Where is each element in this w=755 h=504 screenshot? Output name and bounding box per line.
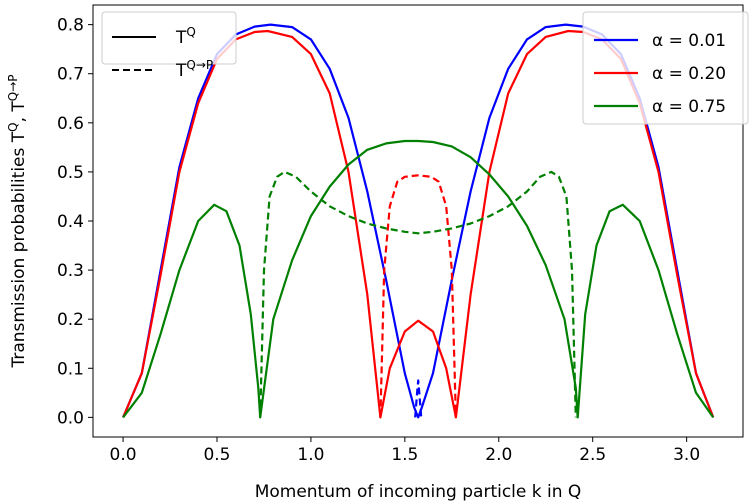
legend-label-2: α = 0.75 (652, 97, 726, 117)
legend-label-1: α = 0.20 (652, 64, 726, 84)
series-line-3 (379, 174, 457, 418)
legend-label-tq: TQ (175, 25, 196, 48)
y-tick-label: 0.7 (57, 65, 84, 85)
y-tick-label: 0.4 (57, 212, 84, 232)
x-tick-label: 2.5 (579, 445, 606, 465)
y-tick-label: 0.0 (57, 408, 84, 428)
y-tick-label: 0.8 (57, 16, 84, 36)
series-line-1 (414, 379, 423, 418)
legend-label-tqp: TQ→P (175, 58, 213, 81)
style-legend-box (101, 11, 237, 65)
y-axis-label: Transmission probabilities TQ, TQ→P (6, 74, 29, 368)
ticks-layer: 0.0 0.5 1.0 1.5 2.0 2.5 3.0 0.0 0.1 0.2 0.3 0.4 0.5 0… (57, 16, 700, 465)
x-tick-label: 0.5 (203, 445, 230, 465)
x-tick-label: 1.5 (391, 445, 418, 465)
y-tick-label: 0.6 (57, 114, 84, 134)
series-line-4 (122, 139, 715, 419)
x-tick-label: 1.0 (297, 445, 324, 465)
series-line-5 (259, 170, 577, 418)
x-axis-label: Momentum of incoming particle k in Q (255, 482, 582, 502)
series-legend: α = 0.01 α = 0.20 α = 0.75 (582, 11, 749, 125)
y-tick-label: 0.2 (57, 310, 84, 330)
style-legend: TQ TQ→P (101, 11, 237, 81)
legend-label-0: α = 0.01 (652, 31, 726, 51)
y-tick-label: 0.5 (57, 163, 84, 183)
x-tick-label: 3.0 (673, 445, 700, 465)
y-tick-label: 0.1 (57, 359, 84, 379)
x-tick-label: 0.0 (110, 445, 137, 465)
y-tick-label: 0.3 (57, 261, 84, 281)
x-tick-label: 2.0 (485, 445, 512, 465)
